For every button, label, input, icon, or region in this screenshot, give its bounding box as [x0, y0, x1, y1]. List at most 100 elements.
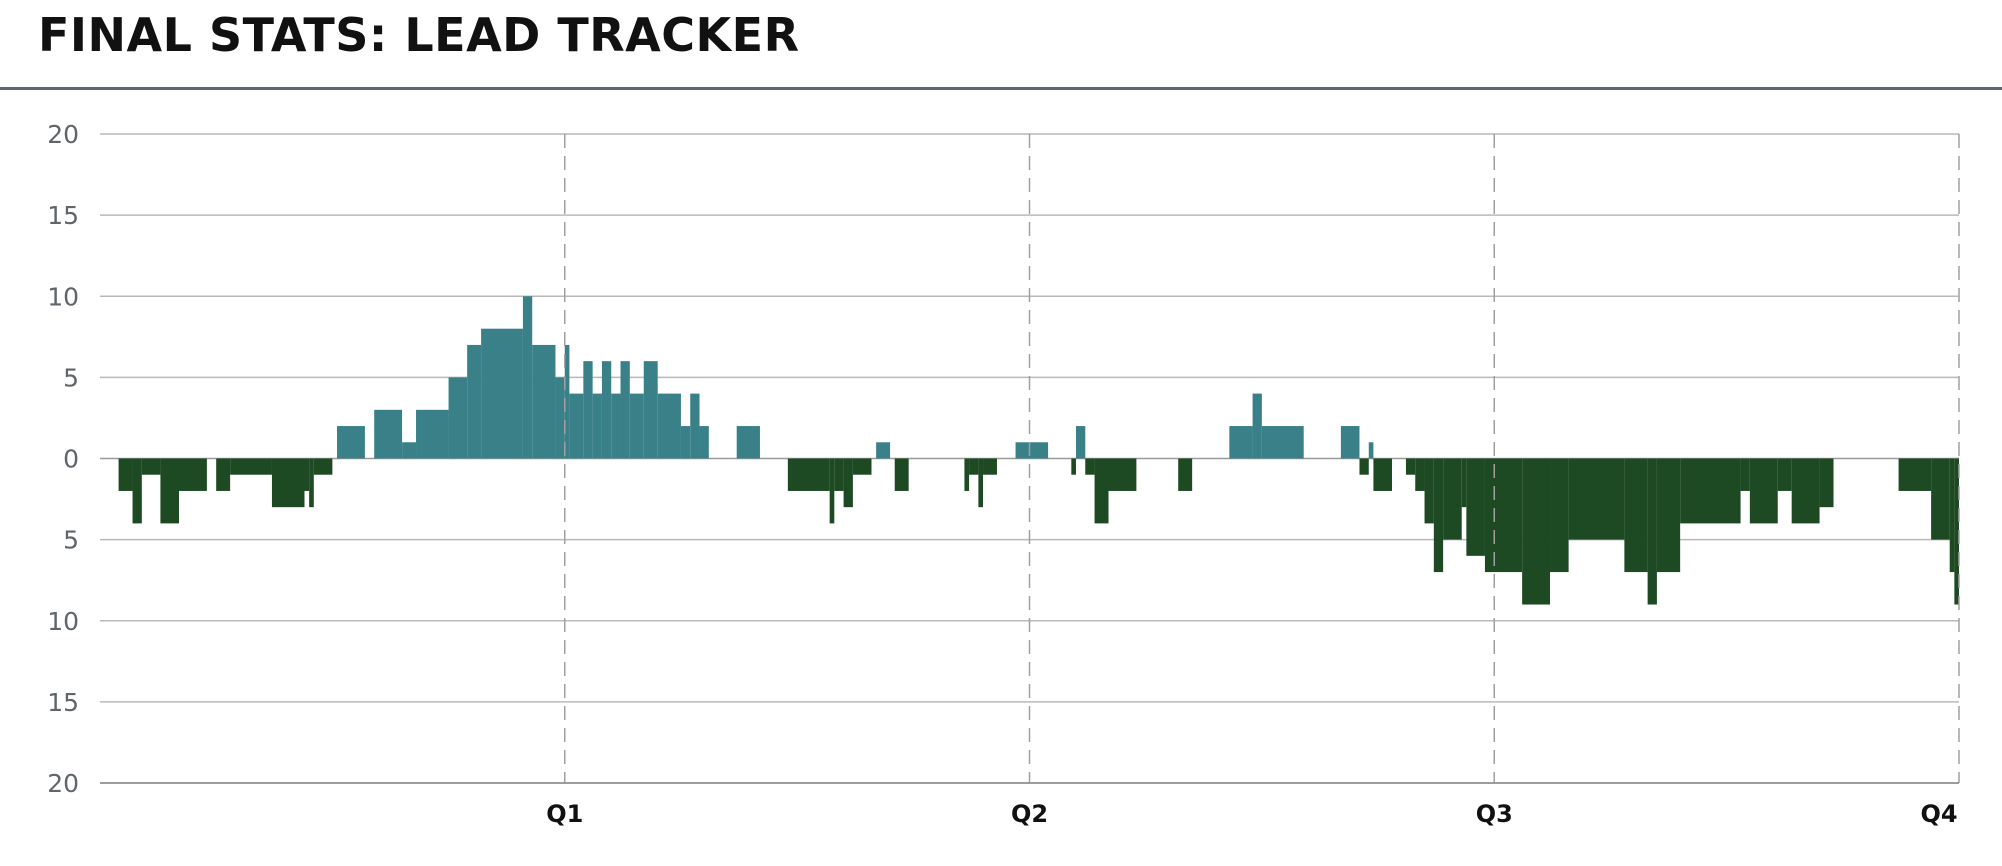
lead-bar: [983, 458, 997, 475]
lead-bar: [1071, 458, 1076, 475]
lead-bar: [1443, 458, 1462, 540]
x-tick-label: Q3: [1476, 800, 1513, 828]
lead-bar: [1954, 458, 1959, 605]
lead-bar: [402, 442, 417, 459]
lead-bar: [1094, 458, 1109, 524]
lead-bar: [271, 458, 305, 508]
chart-header: FINAL STATS: LEAD TRACKER: [0, 0, 2002, 90]
lead-bar: [1178, 458, 1193, 491]
lead-bar: [1461, 458, 1467, 508]
lead-bar: [1484, 458, 1523, 573]
lead-bar: [601, 361, 612, 459]
lead-bar: [555, 377, 565, 459]
lead-bar: [1624, 458, 1648, 573]
lead-bar: [1791, 458, 1820, 524]
lead-bar: [876, 442, 891, 459]
lead-bar: [374, 409, 403, 459]
y-tick-label: 5: [63, 526, 79, 555]
lead-bar: [1075, 426, 1086, 459]
lead-bar: [467, 344, 482, 459]
x-tick-label: Q4: [1920, 800, 1957, 828]
lead-bar: [118, 458, 133, 491]
lead-bar: [564, 344, 570, 459]
lead-bar: [964, 458, 970, 491]
lead-bar: [1415, 458, 1425, 491]
lead-bar: [894, 458, 909, 491]
lead-bars: [118, 296, 1959, 605]
lead-bar: [1261, 426, 1304, 459]
lead-bar: [1777, 458, 1792, 491]
lead-bar: [1647, 458, 1657, 605]
lead-bar: [481, 328, 523, 459]
lead-bar: [132, 458, 142, 524]
lead-bar: [620, 361, 630, 459]
lead-bar: [843, 458, 853, 508]
lead-bar: [1405, 458, 1416, 475]
lead-bar: [216, 458, 231, 491]
lead-bar: [787, 458, 830, 491]
lead-tracker-chart: 20 15 10 5 0 5 10 15 20 Q1 Q2 Q3 Q4: [47, 120, 1960, 828]
lead-bar: [179, 458, 207, 491]
lead-bar: [141, 458, 161, 475]
lead-bar: [736, 426, 760, 459]
lead-bar: [160, 458, 180, 524]
lead-bar: [834, 458, 844, 491]
lead-bar: [680, 426, 691, 459]
lead-bar: [1368, 442, 1374, 459]
lead-bar: [1108, 458, 1137, 491]
lead-bar: [1340, 426, 1360, 459]
lead-bar: [1252, 393, 1262, 459]
lead-bar: [657, 393, 681, 459]
lead-bar: [699, 426, 709, 459]
y-tick-label: 15: [47, 688, 79, 717]
axis-layer: 20 15 10 5 0 5 10 15 20 Q1 Q2 Q3 Q4: [47, 120, 1960, 828]
y-tick-label: 20: [47, 120, 79, 149]
lead-bar: [1568, 458, 1625, 540]
lead-bar: [611, 393, 621, 459]
lead-bar: [532, 344, 556, 459]
lead-bar: [1522, 458, 1551, 605]
lead-bar: [1359, 458, 1369, 475]
lead-bar: [1424, 458, 1434, 524]
lead-bar: [592, 393, 602, 459]
lead-bar: [1898, 458, 1932, 491]
lead-bar: [852, 458, 872, 475]
lead-bar: [629, 393, 644, 459]
lead-bar: [978, 458, 984, 508]
lead-bar: [1550, 458, 1569, 573]
lead-bar: [1015, 442, 1049, 459]
lead-bar: [1229, 426, 1253, 459]
y-tick-label: 0: [63, 445, 79, 474]
lead-bar: [309, 458, 314, 508]
lead-bar: [1466, 458, 1485, 556]
lead-bar: [522, 296, 533, 459]
lead-bar: [829, 458, 835, 524]
lead-bar: [643, 361, 658, 459]
lead-bar: [1819, 458, 1834, 508]
y-tick-label: 10: [47, 607, 79, 636]
lead-bar: [1931, 458, 1950, 540]
lead-bar: [1680, 458, 1741, 524]
x-tick-label: Q2: [1011, 800, 1048, 828]
y-tick-label: 5: [63, 363, 79, 392]
y-tick-label: 15: [47, 201, 79, 230]
lead-bar: [1433, 458, 1444, 573]
lead-bar: [1740, 458, 1750, 491]
lead-bar: [1949, 458, 1955, 573]
lead-bar: [1749, 458, 1778, 524]
chart-title: FINAL STATS: LEAD TRACKER: [38, 8, 800, 62]
x-tick-label: Q1: [546, 800, 583, 828]
lead-bar: [690, 393, 700, 459]
lead-bar: [1373, 458, 1393, 491]
lead-bar: [448, 377, 468, 459]
lead-bar: [337, 426, 365, 459]
lead-bar: [569, 393, 584, 459]
lead-bar: [1085, 458, 1095, 475]
lead-bar: [969, 458, 979, 475]
lead-bar: [304, 458, 310, 491]
lead-bar: [1656, 458, 1681, 573]
y-tick-label: 10: [47, 282, 79, 311]
lead-bar: [416, 409, 449, 459]
lead-bar: [230, 458, 272, 475]
lead-bar: [583, 361, 593, 459]
